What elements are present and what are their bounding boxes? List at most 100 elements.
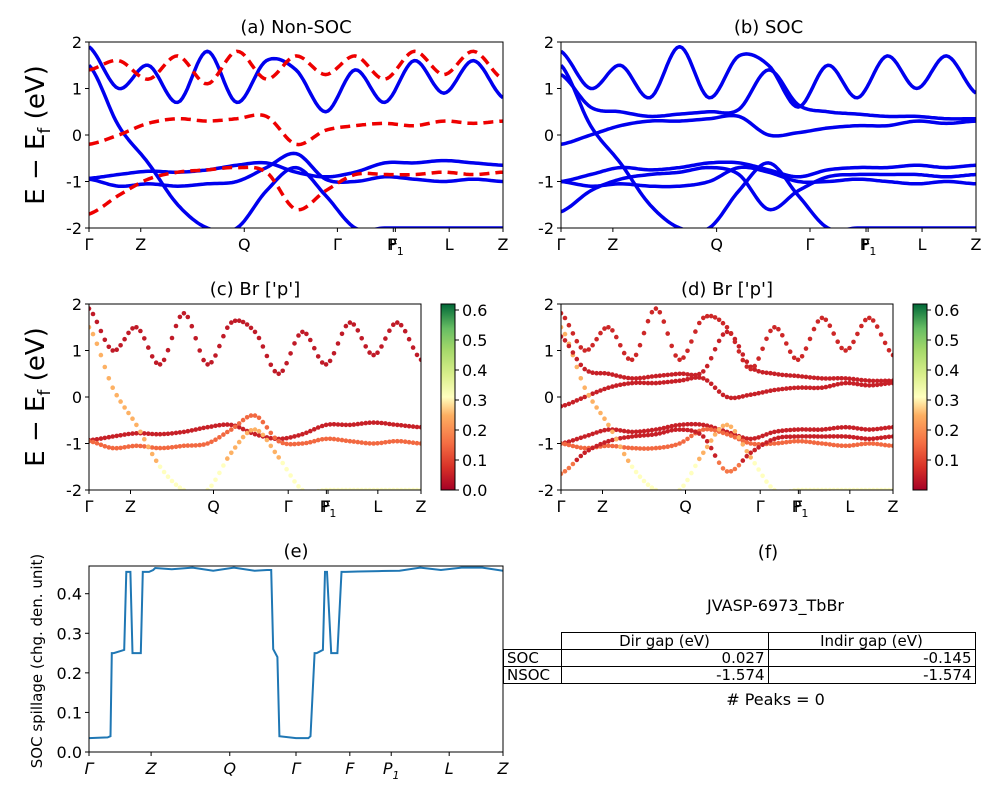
- band-point: [304, 331, 309, 337]
- panel-b-frame: [560, 41, 977, 229]
- band-point: [685, 376, 690, 382]
- band-point: [315, 425, 321, 430]
- band-point: [807, 385, 813, 391]
- band-point: [610, 443, 615, 449]
- band-point: [260, 432, 266, 438]
- band-point: [209, 439, 214, 445]
- band-point: [606, 443, 611, 449]
- band-point: [859, 441, 864, 447]
- band-point: [728, 424, 734, 430]
- band-point: [689, 421, 694, 427]
- band-point: [677, 487, 682, 490]
- band-point: [562, 469, 568, 474]
- band-point: [890, 443, 893, 449]
- band-point: [708, 438, 714, 443]
- band-point: [843, 487, 848, 490]
- band-point: [704, 378, 710, 383]
- band-point: [649, 432, 655, 438]
- band-point: [610, 372, 615, 377]
- band-point: [827, 487, 833, 490]
- band-point: [323, 436, 329, 442]
- panel-e-xtick-label: Γ: [292, 759, 302, 778]
- band-point: [685, 372, 690, 377]
- band-point: [756, 356, 761, 361]
- band-point: [240, 417, 246, 423]
- band-point: [641, 446, 647, 451]
- band-point: [296, 441, 301, 447]
- band-point: [724, 422, 730, 428]
- band-point: [653, 445, 659, 451]
- band-point: [395, 438, 400, 444]
- band-point: [406, 487, 412, 490]
- xtick-main: Z: [145, 759, 158, 778]
- band-point: [590, 342, 595, 348]
- band-point: [343, 487, 349, 490]
- band-point: [561, 441, 564, 446]
- band-point: [791, 427, 797, 433]
- band-point: [379, 420, 384, 426]
- band-point: [197, 442, 202, 448]
- band-point: [708, 427, 714, 432]
- band-point: [870, 436, 876, 442]
- band-point: [157, 445, 163, 451]
- band-point: [157, 431, 163, 437]
- xtick-main: L: [373, 497, 382, 516]
- band-point: [351, 322, 357, 327]
- band-point: [886, 348, 892, 353]
- panel-a-xtick-label: Z: [135, 235, 146, 254]
- band-point: [304, 430, 309, 436]
- band-point: [142, 436, 147, 442]
- colorbar-c-tick-label: 0.4: [462, 361, 487, 380]
- band-point: [280, 368, 286, 374]
- band-point: [665, 429, 670, 434]
- band-point: [574, 364, 580, 370]
- band-point: [284, 441, 289, 447]
- band-point: [367, 487, 372, 490]
- band-point: [331, 487, 337, 490]
- band-point: [94, 437, 100, 442]
- band-point: [347, 422, 353, 428]
- panel-a-ytick-label: 1: [72, 80, 82, 99]
- band-point: [217, 422, 222, 428]
- xtick-main: Q: [223, 759, 236, 778]
- band-point: [673, 423, 678, 428]
- band-point: [578, 376, 584, 381]
- band-point: [94, 341, 100, 347]
- band-point: [142, 336, 147, 341]
- nsoc-dir-gap: -1.574: [560, 666, 769, 684]
- band-point: [689, 428, 694, 433]
- panel-c-ytick-label: 1: [72, 342, 82, 361]
- band-point: [582, 348, 587, 353]
- band-point: [288, 351, 293, 356]
- band-point: [363, 487, 368, 490]
- band-point: [217, 343, 222, 349]
- xtick-main: Z: [125, 497, 136, 516]
- xtick-main: P: [383, 759, 393, 778]
- band-point: [768, 328, 773, 334]
- panel-f-title: (f): [758, 542, 778, 563]
- band-point: [304, 440, 309, 446]
- band-point: [351, 439, 357, 444]
- panel-c-ytick-label: 2: [72, 295, 82, 314]
- band-point: [561, 334, 564, 339]
- band-point: [831, 487, 836, 490]
- panel-a-xtick-label: Γ: [85, 235, 94, 254]
- band-point: [252, 427, 258, 432]
- row1-ylabel: E − Ef (eV): [21, 65, 55, 205]
- band-point: [629, 445, 635, 451]
- band-point: [752, 436, 757, 441]
- band-point: [149, 431, 155, 437]
- band-point: [665, 444, 670, 450]
- band-point: [843, 424, 848, 430]
- band-point: [878, 378, 884, 384]
- band-point: [244, 430, 250, 436]
- band-point: [641, 433, 647, 438]
- band-point: [319, 360, 325, 365]
- band-point: [264, 437, 270, 443]
- band-point: [153, 360, 159, 366]
- band-point: [799, 427, 805, 432]
- band-scatter-5: [561, 329, 893, 384]
- band-point: [760, 473, 765, 479]
- band-point: [665, 424, 670, 430]
